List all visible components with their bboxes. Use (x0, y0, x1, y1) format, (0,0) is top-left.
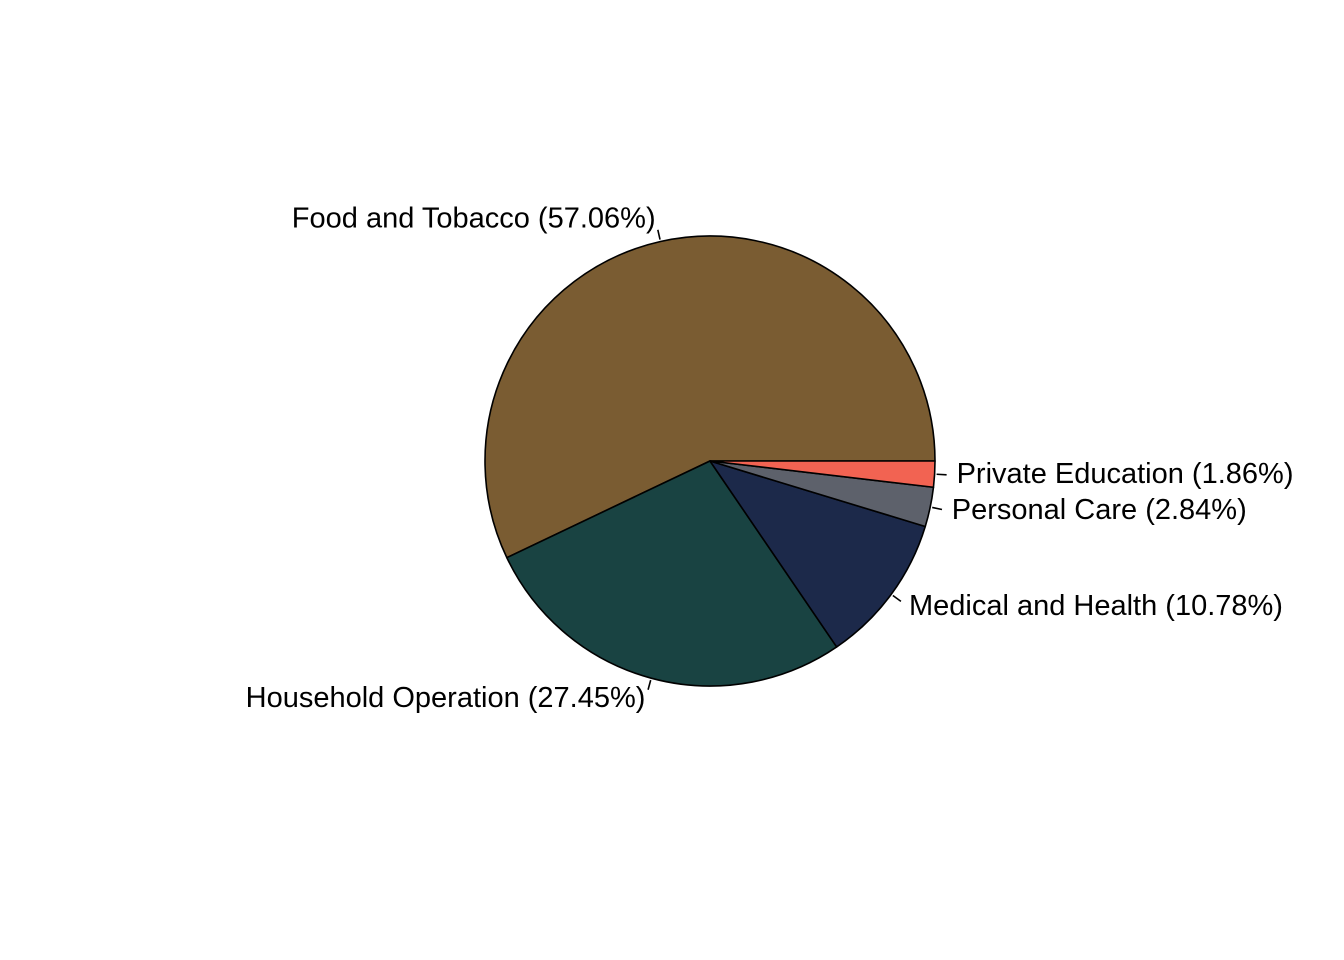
pie-leader-line (936, 473, 947, 476)
pie-leader-line (892, 594, 902, 603)
pie-slices (484, 235, 936, 687)
pie-leader-line (647, 679, 652, 690)
pie-slice (484, 235, 936, 559)
pie-labels: Food and Tobacco (57.06%) Household Opera… (246, 203, 1294, 714)
pie-slice-label: Food and Tobacco (57.06%) (292, 203, 656, 235)
pie-slice-label: Household Operation (27.45%) (246, 682, 646, 714)
pie-leader-lines (647, 229, 947, 690)
pie-slice-label: Personal Care (2.84%) (952, 494, 1247, 526)
pie-leader-line (657, 229, 661, 240)
pie-slice (709, 460, 927, 648)
pie-slice (709, 460, 936, 489)
pie-leader-line (932, 506, 943, 511)
pie-slice-label: Private Education (1.86%) (957, 458, 1294, 490)
pie-slice-label: Medical and Health (10.78%) (909, 590, 1283, 622)
pie-slice (506, 460, 838, 687)
